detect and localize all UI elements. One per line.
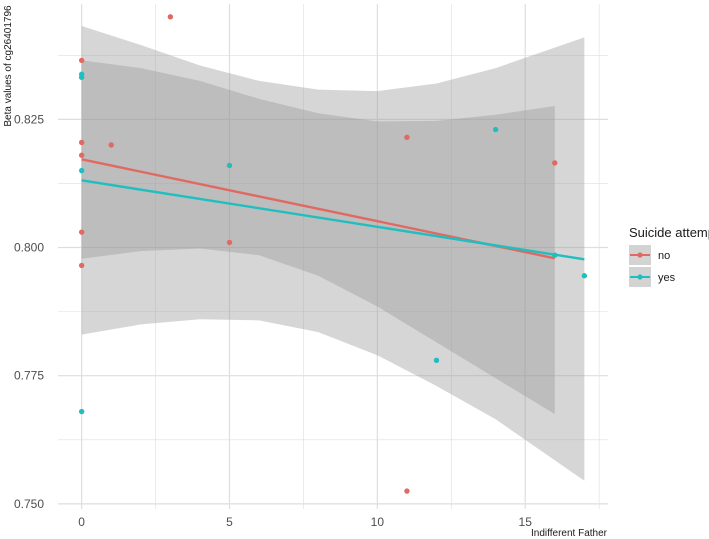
data-point-no <box>404 134 410 140</box>
legend-label-yes: yes <box>658 272 676 284</box>
data-point-no <box>78 152 85 158</box>
data-points <box>78 14 588 494</box>
legend-entry-yes: yes <box>629 267 676 287</box>
data-point-yes <box>78 167 85 174</box>
legend-key-yes-point <box>637 274 643 280</box>
data-point-no <box>78 139 85 146</box>
data-point-no <box>78 229 85 235</box>
data-point-no <box>108 142 114 148</box>
grid <box>58 4 608 509</box>
confidence-band-yes <box>81 26 585 481</box>
y-tick-labels: 0.750 0.775 0.800 0.825 <box>14 112 44 511</box>
data-point-no <box>226 239 233 246</box>
legend-title: Suicide attempt <box>629 225 709 240</box>
data-point-yes <box>226 162 233 169</box>
y-tick-label: 0.750 <box>14 497 44 511</box>
data-point-no <box>78 57 85 64</box>
x-tick-labels: 0 5 10 15 <box>78 515 532 529</box>
data-point-yes <box>581 273 588 279</box>
y-tick-label: 0.775 <box>14 369 44 383</box>
legend-key-no-point <box>637 252 643 258</box>
fit-line-yes <box>81 179 585 261</box>
x-tick-label: 10 <box>371 515 385 529</box>
data-point-no <box>404 488 410 494</box>
data-point-yes <box>552 252 558 258</box>
legend: Suicide attempt no yes <box>629 225 709 287</box>
confidence-band-no <box>81 60 555 415</box>
data-point-no <box>167 14 174 20</box>
y-axis-title: Beta values of cg26401796 <box>3 5 14 127</box>
data-point-yes <box>492 126 499 133</box>
x-axis-title: Indifferent Father <box>531 528 608 539</box>
x-tick-label: 5 <box>226 515 233 529</box>
legend-label-no: no <box>658 250 670 262</box>
x-tick-label: 15 <box>519 515 533 529</box>
data-point-yes <box>433 357 440 364</box>
confidence-bands <box>81 26 585 481</box>
data-point-yes <box>78 408 85 415</box>
y-tick-label: 0.825 <box>14 112 44 126</box>
x-tick-label: 0 <box>78 515 85 529</box>
legend-entry-no: no <box>629 245 670 265</box>
data-point-no <box>552 160 558 166</box>
data-point-no <box>78 262 85 269</box>
data-point-yes <box>78 74 85 81</box>
fit-lines <box>81 158 585 261</box>
y-tick-label: 0.800 <box>14 241 44 255</box>
